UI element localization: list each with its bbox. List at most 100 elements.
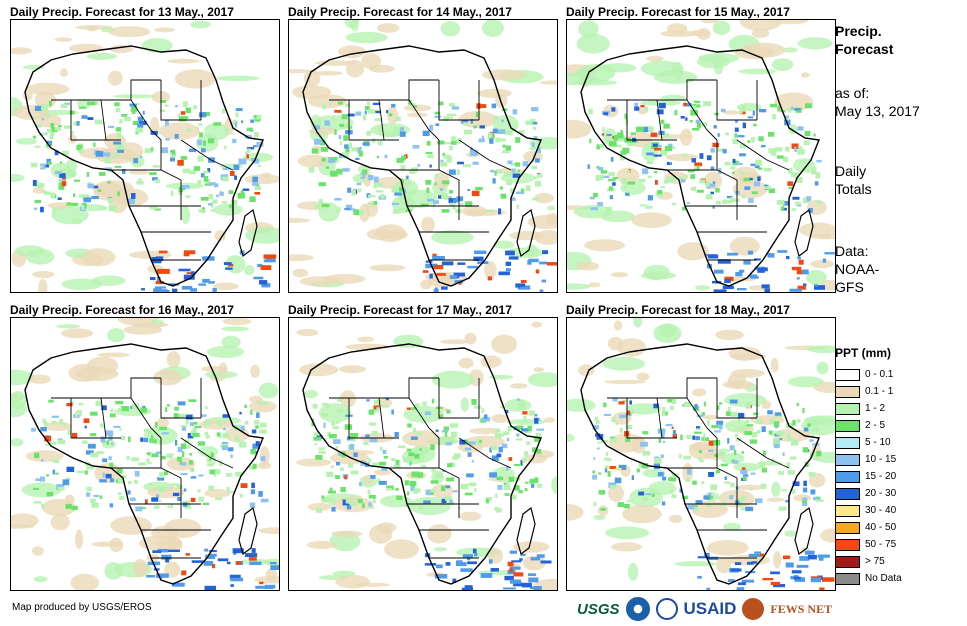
precip-cell (781, 489, 788, 492)
precip-patch (75, 529, 84, 550)
precip-cell (794, 108, 801, 111)
precip-cell (473, 125, 477, 129)
precip-cell (180, 443, 187, 449)
country-border (51, 79, 161, 101)
precip-cell (517, 398, 520, 401)
precip-patch (602, 356, 646, 371)
precip-cell (189, 453, 192, 456)
precip-patch (610, 272, 629, 278)
precip-cell (445, 562, 451, 566)
precip-cell (42, 418, 46, 424)
precip-cell (413, 487, 418, 494)
precip-cell (609, 485, 617, 489)
precip-cell (230, 207, 234, 212)
precip-cell (484, 414, 488, 419)
precip-cell (198, 123, 203, 126)
precip-cell (40, 476, 45, 482)
precip-cell (66, 466, 75, 472)
precip-cell (692, 128, 700, 131)
precip-patch (799, 222, 835, 238)
precip-cell (653, 154, 662, 157)
precip-cell (785, 146, 790, 152)
precip-cell (155, 286, 166, 289)
precip-cell (645, 206, 653, 209)
precip-cell (784, 115, 790, 118)
precip-cell (126, 455, 130, 461)
precip-cell (661, 501, 666, 506)
precip-cell (814, 284, 818, 287)
precip-cell (717, 405, 720, 410)
africa-outline (580, 343, 820, 585)
precip-cell (651, 493, 655, 497)
precip-cell (63, 423, 67, 427)
precip-patch (427, 524, 452, 544)
precip-cell (263, 254, 277, 259)
precip-cell (230, 170, 235, 176)
precip-cell (730, 482, 735, 488)
precip-cell (204, 585, 216, 590)
precip-cell (662, 133, 670, 138)
precip-cell (501, 443, 508, 449)
precip-patch (299, 363, 339, 377)
precip-cell (189, 469, 194, 473)
panel-title: Daily Precip. Forecast for 18 May., 2017 (566, 303, 790, 317)
legend-item: 0 - 0.1 (835, 366, 902, 383)
precip-cell (332, 117, 335, 121)
precip-patch (174, 69, 216, 89)
precip-cell (457, 262, 466, 265)
precip-cell (539, 289, 544, 292)
precip-cell (600, 507, 606, 511)
precip-cell (366, 131, 372, 136)
precip-patch (730, 368, 765, 378)
precip-cell (491, 103, 497, 109)
legend-item: > 75 (835, 553, 902, 570)
precip-cell (346, 504, 352, 510)
precip-cell (459, 439, 467, 445)
precip-cell (614, 477, 622, 484)
precip-cell (70, 202, 79, 206)
precip-cell (234, 175, 237, 180)
precip-cell (761, 467, 767, 473)
precip-cell (365, 106, 370, 111)
precip-cell (725, 132, 729, 136)
precip-cell (512, 109, 518, 115)
precip-cell (531, 107, 539, 112)
precip-cell (491, 455, 499, 461)
precip-patch (353, 582, 391, 587)
precip-cell (373, 176, 379, 183)
precip-cell (710, 166, 715, 171)
precip-cell (690, 105, 697, 110)
precip-cell (121, 406, 129, 412)
precip-cell (174, 406, 179, 411)
precip-cell (331, 157, 338, 161)
precip-cell (192, 427, 197, 434)
precip-cell (138, 178, 142, 181)
precip-cell (152, 165, 160, 168)
precip-cell (791, 208, 797, 212)
precip-cell (261, 283, 271, 288)
precip-cell (498, 208, 502, 215)
precip-cell (794, 146, 797, 152)
forecast-panel-4: Daily Precip. Forecast for 16 May., 2017 (10, 303, 280, 593)
precip-cell (381, 466, 388, 471)
precip-patch (214, 230, 226, 242)
precip-patch (434, 547, 447, 552)
country-border (408, 99, 440, 141)
precip-cell (229, 574, 241, 580)
precip-cell (452, 490, 458, 493)
precip-cell (605, 465, 609, 469)
precip-cell (680, 178, 686, 183)
precip-cell (728, 579, 735, 582)
precip-patch (469, 427, 502, 435)
precip-cell (321, 413, 329, 417)
precip-cell (198, 283, 206, 286)
legend-label: 1 - 2 (865, 403, 886, 414)
precip-cell (383, 456, 388, 459)
precip-cell (57, 197, 62, 200)
precip-cell (454, 280, 464, 284)
precip-cell (208, 203, 212, 206)
precip-cell (87, 117, 94, 120)
precip-cell (748, 553, 761, 557)
precip-cell (338, 207, 341, 210)
precip-cell (778, 471, 784, 475)
